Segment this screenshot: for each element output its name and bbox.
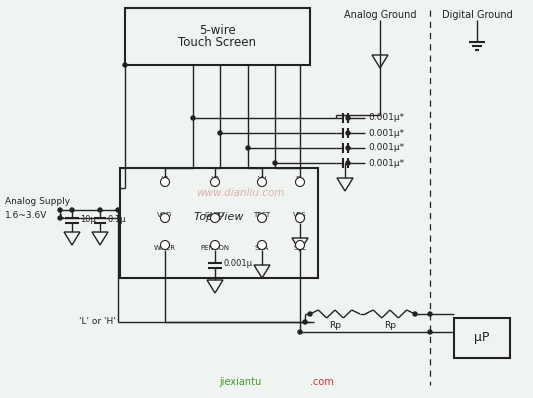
Text: .com: .com	[310, 377, 334, 387]
Circle shape	[160, 178, 169, 187]
Circle shape	[413, 312, 417, 316]
Text: SCL: SCL	[294, 245, 306, 251]
Circle shape	[160, 240, 169, 250]
Circle shape	[246, 146, 250, 150]
Text: +: +	[57, 213, 64, 222]
Bar	[125, 8, 310, 65]
Circle shape	[308, 312, 312, 316]
Text: 0.001μ*: 0.001μ*	[368, 113, 404, 123]
Text: 0.001μ: 0.001μ	[223, 258, 252, 267]
Circle shape	[70, 208, 74, 212]
Bar	[454, 318, 510, 358]
Text: X1: X1	[160, 176, 169, 182]
Text: VDD: VDD	[157, 212, 173, 218]
Text: CADD: CADD	[205, 212, 225, 218]
Bar	[120, 168, 318, 278]
Circle shape	[257, 240, 266, 250]
Text: Touch Screen: Touch Screen	[179, 36, 256, 49]
Circle shape	[428, 330, 432, 334]
Text: jiexiantu: jiexiantu	[219, 377, 261, 387]
Text: TEST: TEST	[253, 212, 271, 218]
Text: 0.1μ: 0.1μ	[107, 215, 125, 224]
Text: PENRON: PENRON	[200, 245, 230, 251]
Circle shape	[295, 213, 304, 222]
Text: μP: μP	[474, 332, 490, 345]
Circle shape	[428, 312, 432, 316]
Text: Rp: Rp	[384, 321, 396, 330]
Circle shape	[295, 240, 304, 250]
Circle shape	[160, 213, 169, 222]
Circle shape	[298, 330, 302, 334]
Text: 5-wire: 5-wire	[199, 24, 236, 37]
Text: SDA: SDA	[255, 245, 269, 251]
Text: X2: X2	[211, 176, 220, 182]
Circle shape	[303, 320, 307, 324]
Circle shape	[116, 208, 120, 212]
Circle shape	[123, 63, 127, 67]
Text: Analog Ground: Analog Ground	[344, 10, 416, 20]
Text: 0.001μ*: 0.001μ*	[368, 158, 404, 168]
Text: Digital Ground: Digital Ground	[442, 10, 512, 20]
Circle shape	[191, 116, 195, 120]
Text: Analog Supply: Analog Supply	[5, 197, 70, 207]
Circle shape	[273, 161, 277, 165]
Text: SL: SL	[296, 176, 304, 182]
Text: www.dianliu.com: www.dianliu.com	[196, 188, 284, 198]
Text: VSS: VSS	[293, 212, 307, 218]
Circle shape	[98, 208, 102, 212]
Circle shape	[346, 131, 350, 135]
Circle shape	[346, 161, 350, 165]
Text: YN: YN	[257, 176, 266, 182]
Text: 1.6~3.6V: 1.6~3.6V	[5, 211, 47, 220]
Text: Top View: Top View	[194, 212, 244, 222]
Circle shape	[346, 146, 350, 150]
Circle shape	[211, 178, 220, 187]
Text: 0.001μ*: 0.001μ*	[368, 129, 404, 137]
Text: Rp: Rp	[329, 321, 341, 330]
Circle shape	[295, 178, 304, 187]
Circle shape	[346, 116, 350, 120]
Text: 10μ: 10μ	[80, 215, 96, 224]
Circle shape	[257, 213, 266, 222]
Circle shape	[211, 213, 220, 222]
Circle shape	[218, 131, 222, 135]
Circle shape	[257, 178, 266, 187]
Text: WIPER: WIPER	[154, 245, 176, 251]
Text: 0.001μ*: 0.001μ*	[368, 144, 404, 152]
Circle shape	[211, 240, 220, 250]
Circle shape	[58, 208, 62, 212]
Text: 'L' or 'H': 'L' or 'H'	[79, 318, 116, 326]
Circle shape	[58, 216, 62, 220]
